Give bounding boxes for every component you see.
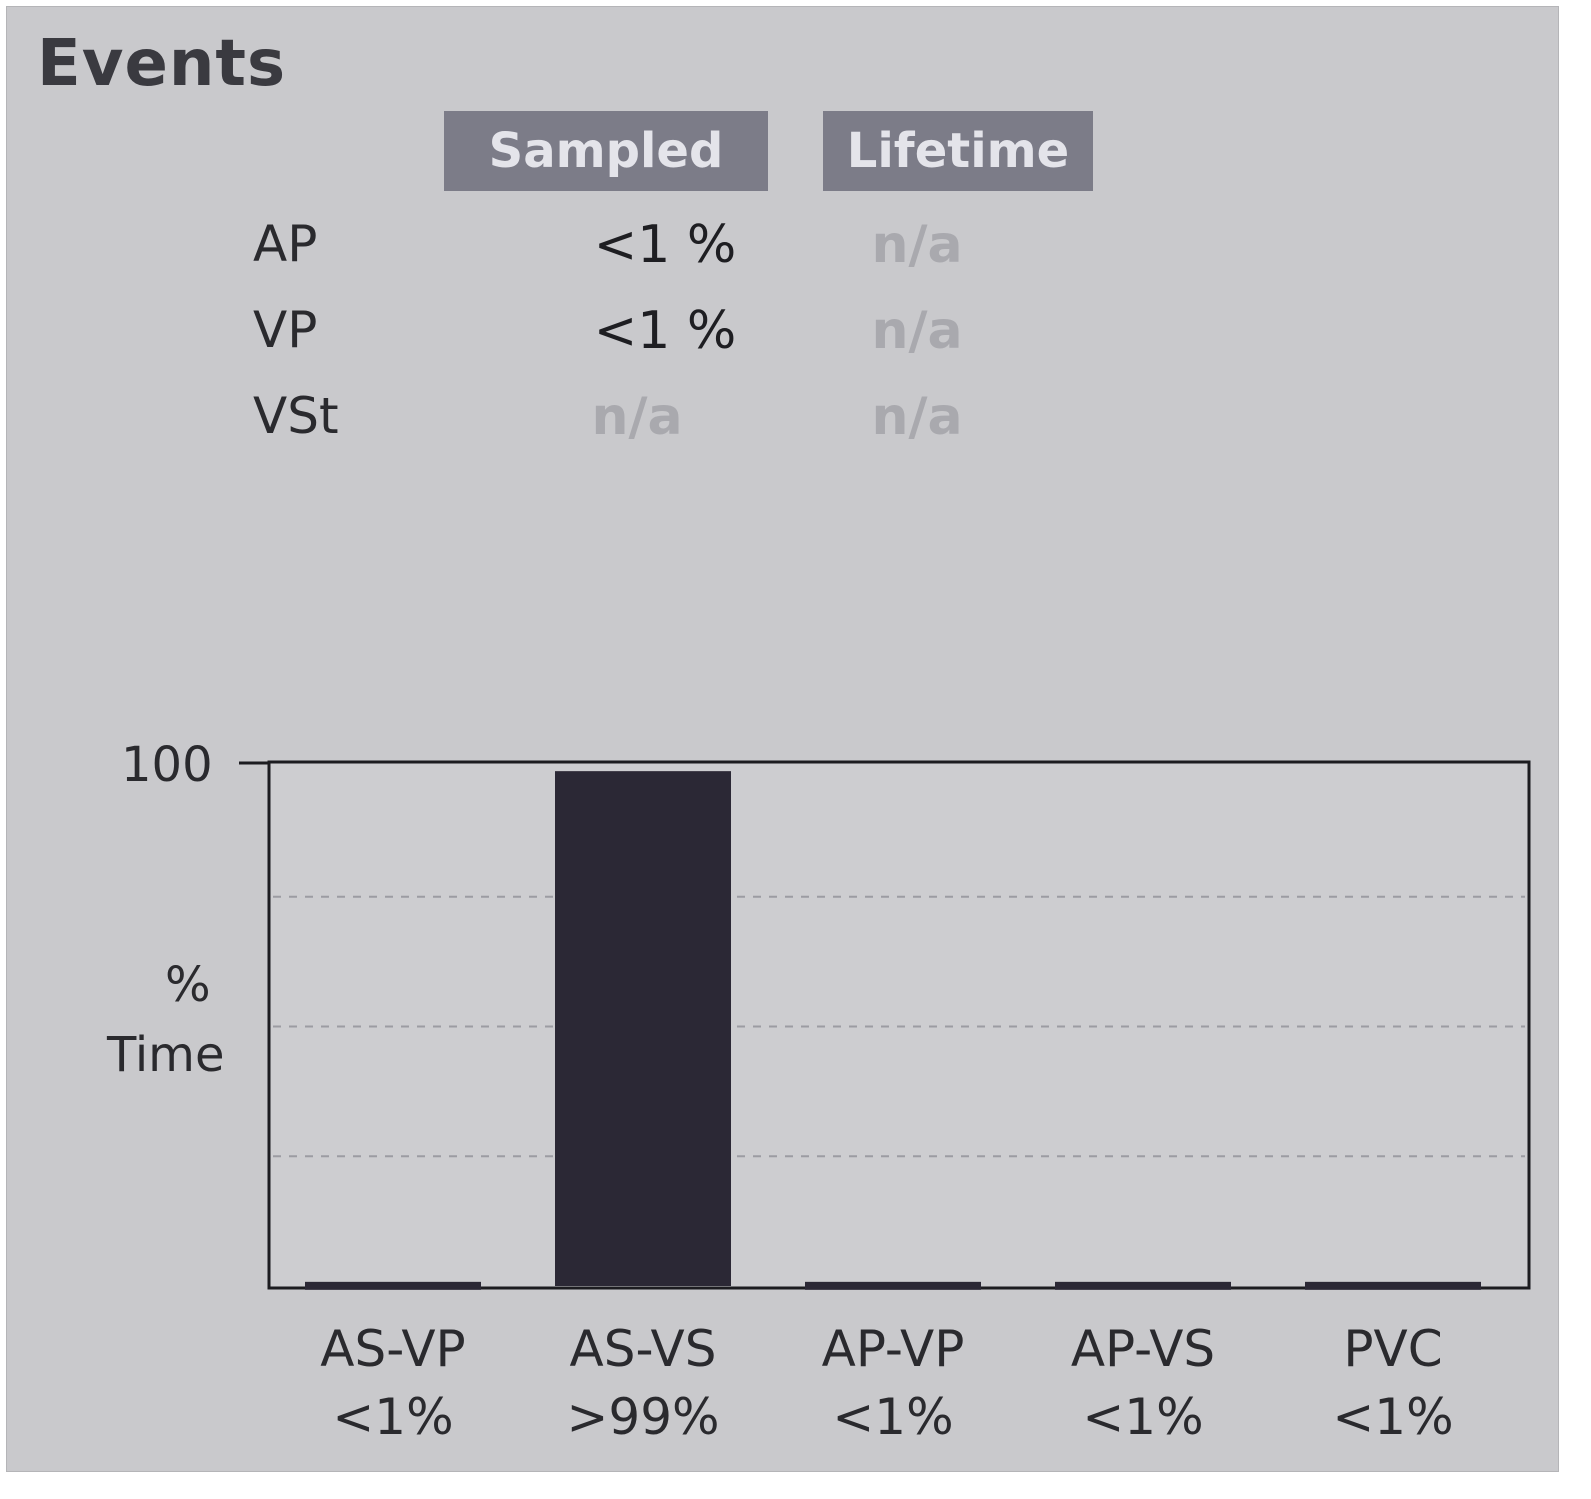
category-name: PVC	[1343, 1320, 1443, 1378]
vp-sampled-value: <1 %	[593, 301, 737, 361]
category-value-label: <1%	[332, 1388, 454, 1446]
bar-as-vs	[555, 771, 731, 1286]
category-name: AP-VS	[1070, 1320, 1216, 1378]
category-label-as-vs: AS-VS >99%	[533, 1315, 753, 1451]
events-title: Events	[37, 27, 287, 101]
vst-lifetime-value: n/a	[871, 387, 963, 447]
category-value-label: <1%	[1082, 1388, 1204, 1446]
bar-as-vp	[305, 1281, 481, 1290]
ap-lifetime-value: n/a	[871, 215, 963, 275]
lifetime-column-header: Lifetime	[823, 111, 1093, 191]
category-label-ap-vp: AP-VP <1%	[783, 1315, 1003, 1451]
category-name: AS-VS	[569, 1320, 717, 1378]
category-label-pvc: PVC <1%	[1283, 1315, 1503, 1451]
sampled-column-header: Sampled	[444, 111, 768, 191]
ap-sampled-value: <1 %	[593, 215, 737, 275]
row-label-ap: AP	[253, 215, 318, 273]
vst-sampled-value: n/a	[591, 387, 683, 447]
category-name: AS-VP	[320, 1320, 466, 1378]
y-axis-label-time: Time	[107, 1027, 225, 1083]
category-label-ap-vs: AP-VS <1%	[1033, 1315, 1253, 1451]
category-name: AP-VP	[821, 1320, 965, 1378]
bar-ap-vp	[805, 1281, 981, 1290]
plot-area	[267, 760, 1531, 1290]
category-value-label: <1%	[832, 1388, 954, 1446]
device-screen: Events Sampled Lifetime AP <1 % n/a VP <…	[6, 6, 1559, 1472]
row-label-vst: VSt	[253, 387, 339, 445]
bar-ap-vs	[1055, 1281, 1231, 1290]
y-axis-label-percent: %	[165, 957, 211, 1013]
bar-chart	[239, 760, 1531, 1290]
vp-lifetime-value: n/a	[871, 301, 963, 361]
category-value-label: >99%	[566, 1388, 720, 1446]
row-label-vp: VP	[253, 301, 318, 359]
y-tick-label-100: 100	[121, 737, 213, 793]
category-value-label: <1%	[1332, 1388, 1454, 1446]
bar-pvc	[1305, 1281, 1481, 1290]
category-label-as-vp: AS-VP <1%	[283, 1315, 503, 1451]
